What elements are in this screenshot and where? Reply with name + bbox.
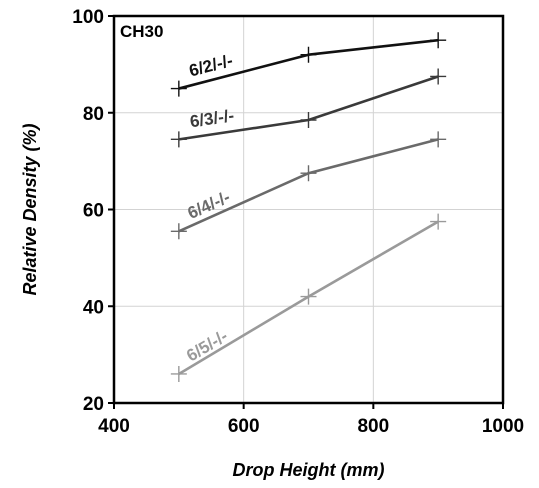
series-line: [178, 138, 439, 233]
tick-labels: 400 600 800 1000 20 40 60 80 100: [72, 7, 524, 437]
x-tick-label: 800: [357, 416, 389, 437]
y-tick-label: 60: [83, 201, 104, 222]
data-point-marker: [170, 131, 187, 148]
data-point-marker: [300, 46, 317, 63]
series-label: 6/5/-/-: [183, 326, 231, 365]
data-point-marker: [430, 213, 447, 230]
gridlines: [113, 15, 504, 404]
data-point-marker: [170, 365, 187, 382]
y-tick-label: 80: [83, 104, 104, 125]
x-tick-label: 600: [228, 416, 260, 437]
y-tick-label: 20: [83, 394, 104, 415]
data-point-marker: [300, 112, 317, 129]
y-axis-title: Relative Density (%): [20, 123, 40, 295]
y-tick-label: 40: [83, 297, 104, 318]
data-point-marker: [430, 131, 447, 148]
data-point-marker: [170, 223, 187, 240]
panel-label: CH30: [120, 22, 163, 41]
x-tick-label: 400: [98, 416, 130, 437]
series-layer: [170, 32, 447, 382]
data-point-marker: [300, 165, 317, 182]
x-axis-title: Drop Height (mm): [233, 460, 385, 480]
x-tick-label: 1000: [482, 416, 524, 437]
data-point-marker: [430, 68, 447, 85]
y-tick-label: 100: [72, 7, 104, 28]
data-point-marker: [300, 288, 317, 305]
series-label: 6/3/-/-: [189, 106, 236, 131]
data-point-marker: [430, 32, 447, 49]
data-point-marker: [170, 80, 187, 97]
